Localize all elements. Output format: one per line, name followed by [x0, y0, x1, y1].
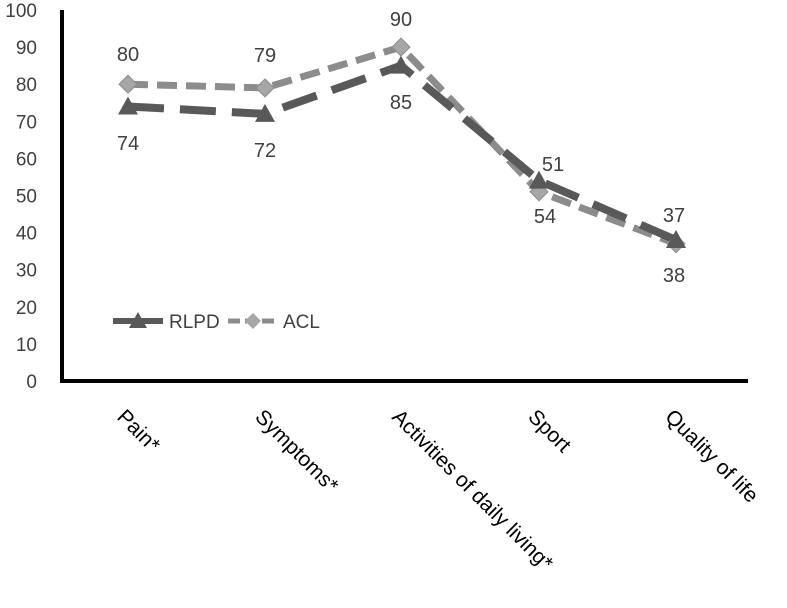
y-tick-label: 0	[26, 372, 37, 393]
legend-label: ACL	[283, 312, 320, 333]
legend-label: RLPD	[169, 312, 220, 333]
data-point-rlpd	[118, 96, 138, 115]
x-tick-label: Symptoms*	[250, 405, 342, 497]
data-label: 90	[390, 9, 412, 31]
data-point-rlpd	[391, 55, 411, 74]
data-label: 54	[534, 206, 556, 228]
legend-marker	[129, 312, 147, 328]
data-point-acl	[255, 78, 275, 98]
y-tick-label: 40	[16, 224, 37, 245]
data-label: 74	[117, 133, 139, 155]
data-label: 79	[254, 45, 276, 67]
y-tick-label: 50	[16, 187, 37, 208]
y-tick-label: 10	[16, 335, 37, 356]
x-tick-label: Sport	[523, 405, 575, 457]
y-tick-label: 60	[16, 149, 37, 170]
y-tick-label: 80	[16, 75, 37, 96]
data-label: 80	[117, 44, 139, 66]
data-point-rlpd	[255, 103, 275, 122]
x-axis-categories: Pain* Symptoms* Activities of daily living…	[112, 405, 762, 575]
data-point-rlpd	[666, 230, 686, 249]
data-labels: 80 74 79 72 90 85 51 54 37 38	[117, 9, 685, 287]
data-label: 51	[542, 154, 564, 176]
y-axis-ticks: 0 10 20 30 40 50 60 70 80 90 100	[5, 1, 37, 393]
y-tick-label: 100	[5, 1, 37, 22]
data-label: 72	[254, 140, 276, 162]
series-layer	[118, 37, 686, 254]
data-point-acl	[118, 74, 138, 94]
y-tick-label: 70	[16, 112, 37, 133]
legend-marker	[245, 313, 261, 329]
data-label: 37	[663, 205, 685, 227]
x-tick-label: Quality of life	[660, 405, 762, 507]
data-point-rlpd	[529, 170, 549, 189]
legend-item-rlpd: RLPD	[113, 312, 220, 333]
legend-item-acl: ACL	[228, 312, 320, 333]
x-tick-label: Pain*	[112, 405, 164, 457]
legend: RLPD ACL	[113, 312, 320, 333]
y-tick-label: 30	[16, 261, 37, 282]
y-tick-label: 90	[16, 38, 37, 59]
x-tick-label: Activities of daily living*	[387, 405, 557, 575]
data-point-acl	[391, 37, 411, 57]
series-line-acl	[127, 43, 678, 248]
data-label: 38	[663, 265, 685, 287]
y-tick-label: 20	[16, 298, 37, 319]
data-label: 85	[390, 92, 412, 114]
